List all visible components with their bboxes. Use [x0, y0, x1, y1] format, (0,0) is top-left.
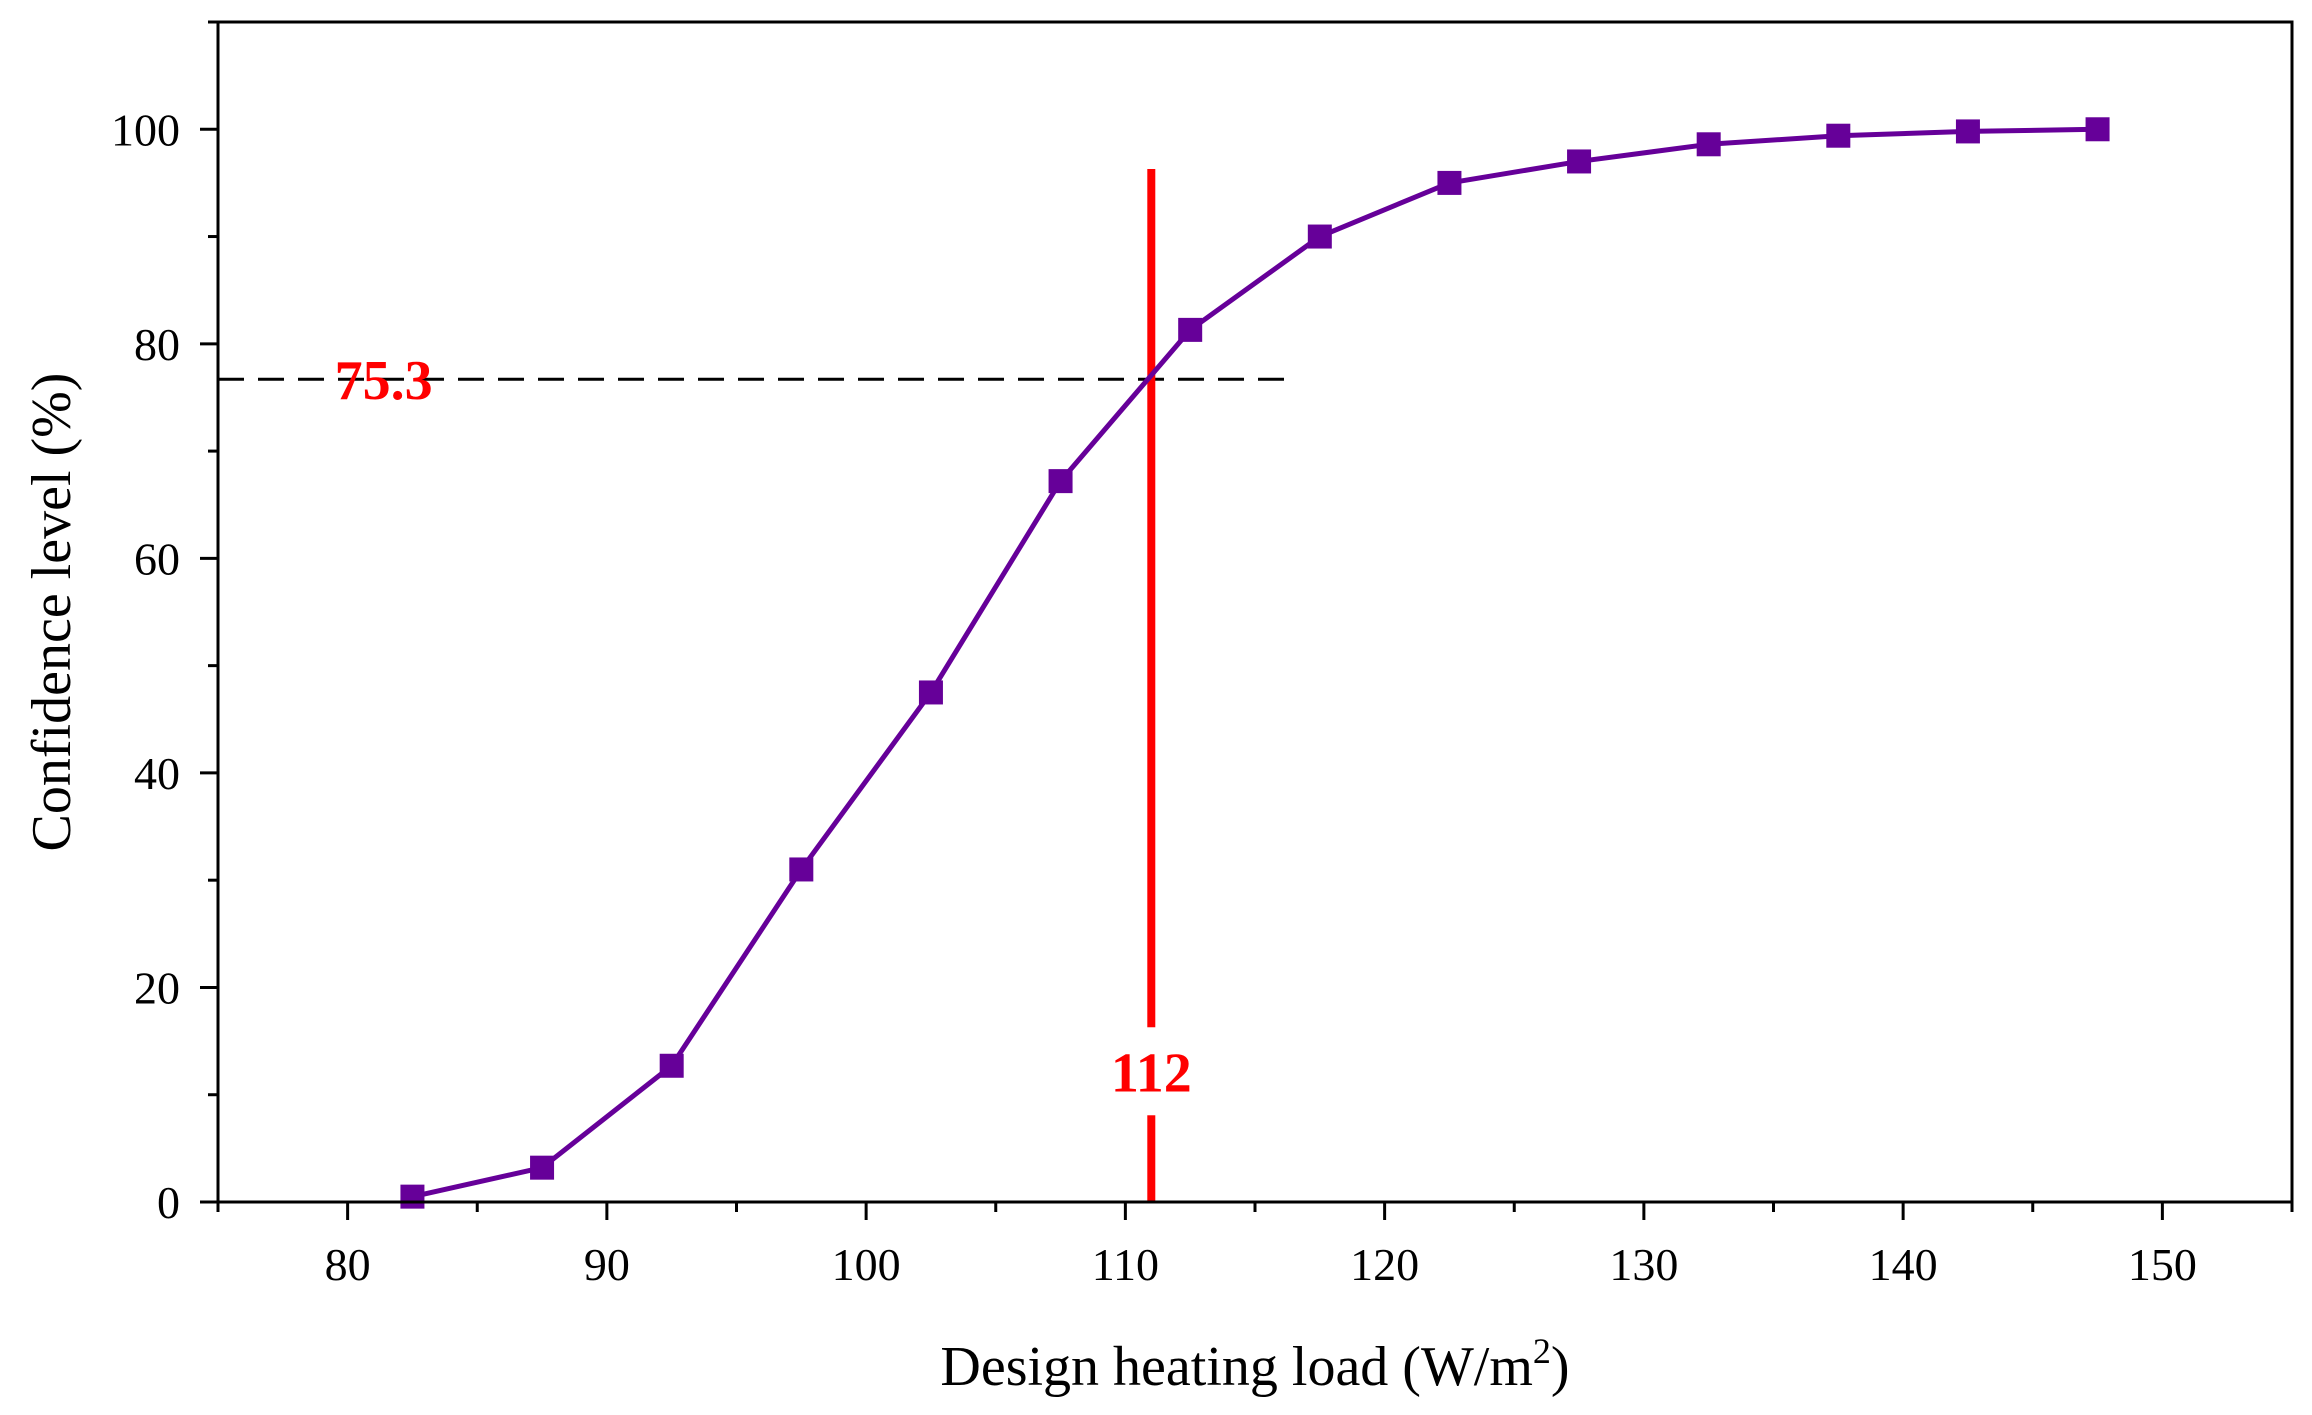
- y-axis-label: Confidence level (%): [21, 373, 83, 852]
- data-point-marker: [1826, 123, 1851, 148]
- data-point-marker: [1178, 317, 1203, 342]
- data-point-marker: [400, 1184, 425, 1209]
- x-axis-label-main: Design heating load (W/m: [940, 1336, 1533, 1398]
- data-point-marker: [1048, 469, 1073, 494]
- x-tick-label: 80: [325, 1239, 371, 1290]
- x-axis-label-tail: ): [1551, 1336, 1570, 1398]
- data-point-marker: [1696, 132, 1721, 157]
- x-tick-label: 90: [584, 1239, 630, 1290]
- data-point-marker: [1307, 224, 1332, 249]
- data-point-marker: [659, 1053, 684, 1078]
- y-tick-label: 20: [134, 962, 180, 1013]
- x-tick-label: 100: [832, 1239, 901, 1290]
- series-layer: [400, 117, 2110, 1209]
- data-point-marker: [789, 857, 814, 882]
- series-line: [411, 126, 2098, 1200]
- annotation-label-horizontal: 75.3: [335, 350, 433, 412]
- x-axis-label: Design heating load (W/m2): [940, 1331, 1569, 1398]
- y-tick-label: 60: [134, 533, 180, 584]
- annotation-backing: [1091, 1027, 1212, 1116]
- data-point-marker: [1567, 149, 1592, 174]
- y-tick-label: 0: [157, 1177, 180, 1228]
- y-tick-label: 80: [134, 319, 180, 370]
- x-tick-label: 130: [1609, 1239, 1678, 1290]
- x-tick-label: 120: [1350, 1239, 1419, 1290]
- y-tick-label: 100: [111, 104, 180, 155]
- data-point-marker: [530, 1155, 555, 1180]
- annotation-label-vertical: 112: [1111, 1042, 1192, 1104]
- x-tick-label: 150: [2128, 1239, 2197, 1290]
- tick-layer: 80 90 100 110 120 130 140 150 0 20 40 60 80 100: [111, 20, 2294, 1290]
- x-tick-label: 140: [1869, 1239, 1938, 1290]
- data-point-marker: [918, 680, 943, 705]
- plot-area-frame: [216, 20, 2294, 1204]
- x-tick-label: 110: [1092, 1239, 1159, 1290]
- data-point-marker: [1437, 170, 1462, 195]
- x-axis-label-superscript: 2: [1533, 1331, 1551, 1371]
- data-point-marker: [1955, 119, 1980, 144]
- annotation-layer: 75.3 112: [335, 350, 1212, 1116]
- y-tick-label: 40: [134, 748, 180, 799]
- data-point-marker: [2085, 117, 2110, 142]
